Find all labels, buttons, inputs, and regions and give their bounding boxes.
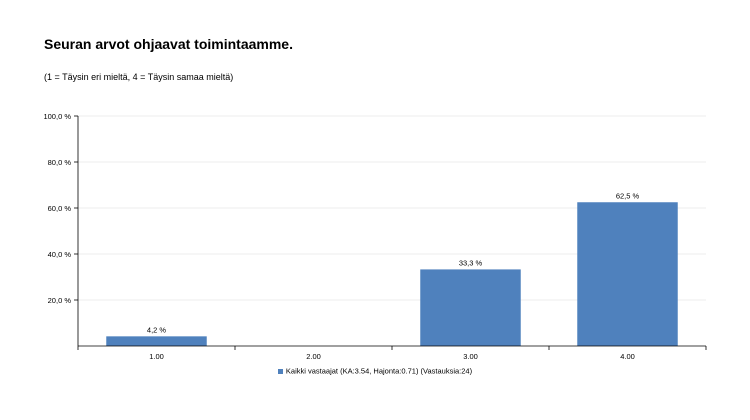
bar bbox=[106, 336, 207, 346]
data-label: 33,3 % bbox=[459, 258, 483, 267]
data-label: 4,2 % bbox=[147, 325, 167, 334]
x-tick-label: 1.00 bbox=[149, 352, 164, 361]
y-tick-label: 80,0 % bbox=[48, 158, 72, 167]
y-tick-label: 100,0 % bbox=[43, 112, 71, 121]
bar bbox=[420, 269, 521, 346]
x-tick-label: 3.00 bbox=[463, 352, 478, 361]
y-tick-label: 20,0 % bbox=[48, 296, 72, 305]
legend: Kaikki vastaajat (KA:3.54, Hajonta:0.71)… bbox=[0, 366, 750, 376]
legend-swatch bbox=[277, 368, 283, 374]
data-label: 62,5 % bbox=[616, 191, 640, 200]
chart-title: Seuran arvot ohjaavat toimintaamme. bbox=[44, 36, 293, 52]
bar bbox=[577, 202, 678, 346]
x-tick-label: 2.00 bbox=[306, 352, 321, 361]
legend-label: Kaikki vastaajat (KA:3.54, Hajonta:0.71)… bbox=[285, 366, 473, 376]
chart-subtitle: (1 = Täysin eri mieltä, 4 = Täysin samaa… bbox=[44, 72, 234, 82]
y-tick-label: 60,0 % bbox=[48, 204, 72, 213]
x-tick-label: 4.00 bbox=[620, 352, 635, 361]
y-tick-label: 40,0 % bbox=[48, 250, 72, 259]
